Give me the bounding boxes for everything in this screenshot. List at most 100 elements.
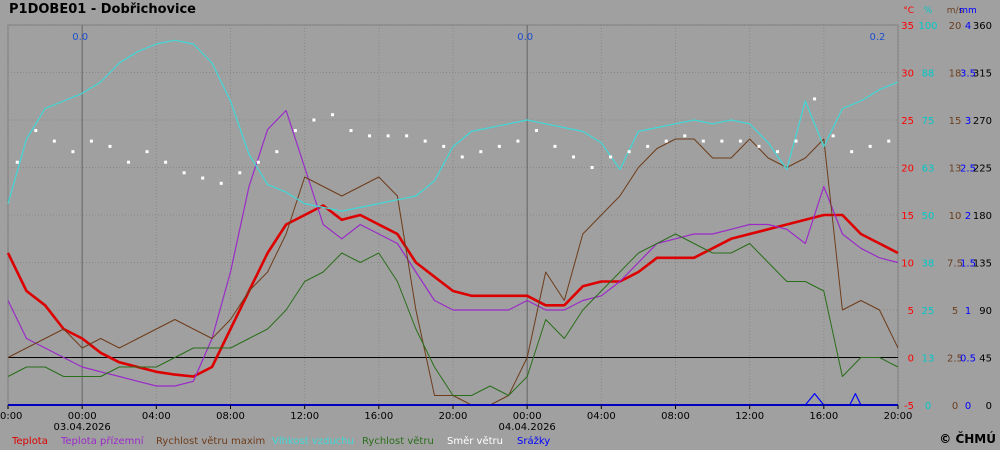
- axis-unit-label: mm: [959, 6, 977, 16]
- axis-tick-label: 100: [918, 21, 937, 32]
- wind-direction-point: [89, 139, 93, 143]
- axis-tick-label: 315: [973, 69, 992, 80]
- wind-direction-point: [256, 160, 260, 164]
- wind-direction-point: [460, 155, 464, 159]
- axis-tick-label: 88: [922, 69, 935, 80]
- axis-tick-label: 13: [949, 164, 962, 175]
- series-line-teplota-p-zemn-: [7, 109, 899, 387]
- page-title: P1DOBE01 - Dobřichovice: [9, 2, 196, 17]
- wind-direction-point: [572, 155, 576, 159]
- wind-direction-point: [423, 139, 427, 143]
- x-tick-label: 00:00: [68, 411, 97, 422]
- axis-tick-label: 0: [986, 401, 992, 412]
- legend-item: Teplota: [11, 436, 48, 447]
- axis-tick-label: 30: [901, 69, 914, 80]
- wind-direction-point: [534, 129, 538, 133]
- wind-direction-point: [182, 171, 186, 175]
- axis-tick-label: 360: [973, 21, 992, 32]
- rain-total-label: 0.0: [72, 32, 88, 43]
- x-tick-label: 00:00: [513, 411, 542, 422]
- rain-total-label: 0.2: [870, 32, 886, 43]
- wind-direction-point: [71, 150, 75, 154]
- x-tick-label: 16:00: [364, 411, 393, 422]
- wind-direction-point: [238, 171, 242, 175]
- series-line-teplota: [6, 204, 899, 378]
- wind-direction-point: [850, 150, 854, 154]
- x-tick-label: 08:00: [661, 411, 690, 422]
- wind-direction-point: [108, 144, 112, 148]
- wind-direction-point: [831, 134, 835, 138]
- wind-direction-point: [553, 144, 557, 148]
- axis-tick-label: -5: [904, 401, 914, 412]
- axis-tick-label: 38: [922, 259, 935, 270]
- wind-direction-point: [757, 144, 761, 148]
- axis-tick-label: 10: [901, 259, 914, 270]
- date-label: 03.04.2026: [54, 422, 111, 433]
- axis-tick-label: 5: [908, 306, 914, 317]
- axis-tick-label: 5: [952, 306, 958, 317]
- axis-tick-label: 10: [949, 211, 962, 222]
- axis-tick-label: 45: [979, 354, 992, 365]
- x-tick-label: 04:00: [142, 411, 171, 422]
- x-tick-label: 04:00: [587, 411, 616, 422]
- axis-tick-label: 20: [949, 21, 962, 32]
- legend-item: Srážky: [517, 435, 550, 447]
- legend-item: Rychlost větru: [362, 435, 434, 447]
- axis-tick-label: 13: [922, 354, 935, 365]
- wind-direction-point: [15, 160, 19, 164]
- axis-tick-label: 35: [901, 21, 914, 32]
- legend-item: Směr větru: [447, 435, 503, 447]
- axis-tick-label: 1.5: [960, 259, 976, 270]
- axis-tick-label: 225: [973, 164, 992, 175]
- series-line-vlhkost-vzduchu: [7, 39, 899, 212]
- axis-tick-label: 0.5: [960, 354, 976, 365]
- rain-total-label: 0.0: [517, 32, 533, 43]
- wind-direction-point: [813, 97, 817, 101]
- x-tick-label: 16:00: [809, 411, 838, 422]
- wind-direction-point: [516, 139, 520, 143]
- wind-direction-point: [646, 144, 650, 148]
- date-label: 04.04.2026: [499, 422, 556, 433]
- axis-tick-label: 0: [965, 401, 971, 412]
- x-tick-label: 20:00: [884, 411, 913, 422]
- axis-tick-label: 0: [925, 401, 931, 412]
- wind-direction-point: [887, 139, 891, 143]
- wind-direction-point: [868, 144, 872, 148]
- wind-direction-point: [497, 144, 501, 148]
- wind-direction-point: [683, 134, 687, 138]
- legend-item: Rychlost větru maxim: [156, 435, 265, 447]
- wind-direction-point: [386, 134, 390, 138]
- axis-tick-label: 135: [973, 259, 992, 270]
- axis-tick-label: 3: [965, 116, 971, 127]
- axis-tick-label: 3.5: [960, 69, 976, 80]
- copyright-label: © ČHMÚ: [939, 432, 996, 446]
- axis-tick-label: 20: [901, 164, 914, 175]
- axis-tick-label: 75: [922, 116, 935, 127]
- axis-tick-label: 0: [908, 354, 914, 365]
- axis-tick-label: 180: [973, 211, 992, 222]
- wind-direction-point: [664, 139, 668, 143]
- wind-direction-point: [794, 139, 798, 143]
- wind-direction-point: [479, 150, 483, 154]
- wind-direction-point: [738, 139, 742, 143]
- wind-direction-point: [293, 129, 297, 133]
- axis-tick-label: 25: [901, 116, 914, 127]
- wind-direction-point: [349, 129, 353, 133]
- axis-tick-label: 0: [952, 401, 958, 412]
- legend-item: Teplota přízemní: [60, 435, 145, 447]
- wind-direction-point: [775, 150, 779, 154]
- legend-item: Vlhkost vzduchu: [272, 436, 354, 447]
- x-tick-label: 20:00: [0, 411, 22, 422]
- wind-direction-point: [164, 160, 168, 164]
- axis-tick-label: 18: [949, 69, 962, 80]
- axis-tick-label: 15: [901, 211, 914, 222]
- x-tick-label: 12:00: [735, 411, 764, 422]
- axis-tick-label: 4: [965, 21, 971, 32]
- wind-direction-point: [275, 150, 279, 154]
- axis-tick-label: 2.5: [960, 164, 976, 175]
- wind-direction-point: [368, 134, 372, 138]
- axis-tick-label: 15: [949, 116, 962, 127]
- wind-direction-point: [52, 139, 56, 143]
- wind-direction-point: [312, 118, 316, 122]
- wind-direction-point: [627, 150, 631, 154]
